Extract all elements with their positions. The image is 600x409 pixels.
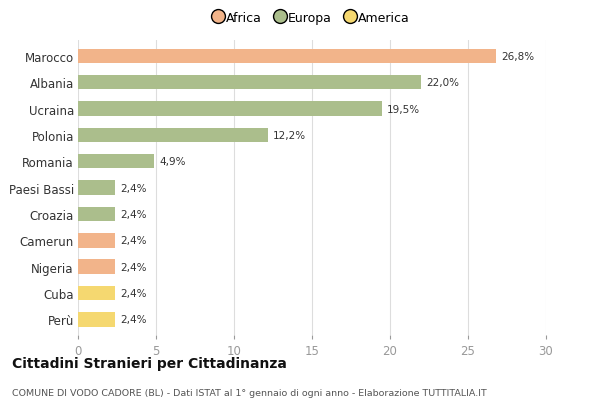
Text: 2,4%: 2,4% <box>120 288 146 298</box>
Text: 26,8%: 26,8% <box>501 52 534 62</box>
Bar <box>78 234 115 248</box>
Text: 22,0%: 22,0% <box>426 78 459 88</box>
Text: Cittadini Stranieri per Cittadinanza: Cittadini Stranieri per Cittadinanza <box>12 356 287 370</box>
Text: COMUNE DI VODO CADORE (BL) - Dati ISTAT al 1° gennaio di ogni anno - Elaborazion: COMUNE DI VODO CADORE (BL) - Dati ISTAT … <box>12 389 487 398</box>
Bar <box>78 312 115 327</box>
Text: 2,4%: 2,4% <box>120 315 146 325</box>
Bar <box>78 128 268 143</box>
Bar <box>78 49 496 64</box>
Bar <box>78 181 115 196</box>
Bar <box>78 260 115 274</box>
Bar <box>78 286 115 301</box>
Bar <box>78 102 382 117</box>
Text: 19,5%: 19,5% <box>387 104 420 114</box>
Text: 12,2%: 12,2% <box>273 130 306 141</box>
Bar <box>78 155 154 169</box>
Text: 2,4%: 2,4% <box>120 262 146 272</box>
Bar <box>78 207 115 222</box>
Text: 4,9%: 4,9% <box>159 157 185 167</box>
Bar <box>78 76 421 90</box>
Text: 2,4%: 2,4% <box>120 183 146 193</box>
Legend: Africa, Europa, America: Africa, Europa, America <box>211 8 413 29</box>
Text: 2,4%: 2,4% <box>120 209 146 219</box>
Text: 2,4%: 2,4% <box>120 236 146 246</box>
